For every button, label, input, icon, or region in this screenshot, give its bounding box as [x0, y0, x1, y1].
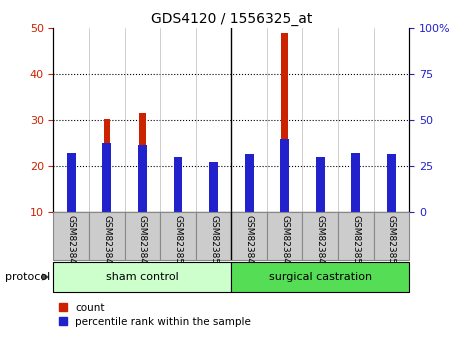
Bar [89, 212, 125, 260]
Text: GSM823849: GSM823849 [138, 215, 147, 269]
Text: GSM823851: GSM823851 [352, 215, 360, 270]
Title: GDS4120 / 1556325_at: GDS4120 / 1556325_at [151, 12, 312, 26]
Bar [352, 180, 359, 212]
Bar [303, 212, 338, 260]
Bar [160, 212, 196, 260]
Bar [388, 176, 395, 212]
Bar [125, 212, 160, 260]
Bar [138, 145, 147, 212]
Bar [374, 212, 409, 260]
Bar [173, 157, 182, 212]
Bar [387, 154, 396, 212]
Bar [104, 119, 110, 212]
Bar [316, 157, 325, 212]
Bar [352, 153, 360, 212]
Bar [196, 212, 232, 260]
Bar [53, 262, 232, 292]
Bar [280, 139, 289, 212]
Bar [210, 210, 217, 212]
Text: GSM823850: GSM823850 [173, 215, 182, 270]
Bar [246, 162, 252, 212]
Bar [67, 153, 76, 212]
Bar [139, 113, 146, 212]
Legend: count, percentile rank within the sample: count, percentile rank within the sample [59, 303, 251, 327]
Bar [281, 33, 288, 212]
Text: protocol: protocol [5, 272, 50, 282]
Bar [53, 212, 89, 260]
Bar [102, 143, 111, 212]
Bar [232, 212, 267, 260]
Bar [175, 196, 181, 212]
Bar [245, 154, 253, 212]
Bar [209, 162, 218, 212]
Bar [317, 187, 324, 212]
Text: GSM823853: GSM823853 [209, 215, 218, 270]
Text: GSM823845: GSM823845 [245, 215, 253, 269]
Text: GSM823846: GSM823846 [280, 215, 289, 269]
Bar [267, 212, 303, 260]
Bar [232, 262, 409, 292]
Bar [68, 164, 74, 212]
Text: GSM823847: GSM823847 [316, 215, 325, 269]
Text: GSM823848: GSM823848 [102, 215, 111, 269]
Text: surgical castration: surgical castration [269, 272, 372, 282]
Bar [338, 212, 374, 260]
Text: GSM823852: GSM823852 [387, 215, 396, 269]
Text: GSM823844: GSM823844 [67, 215, 76, 269]
Text: sham control: sham control [106, 272, 179, 282]
